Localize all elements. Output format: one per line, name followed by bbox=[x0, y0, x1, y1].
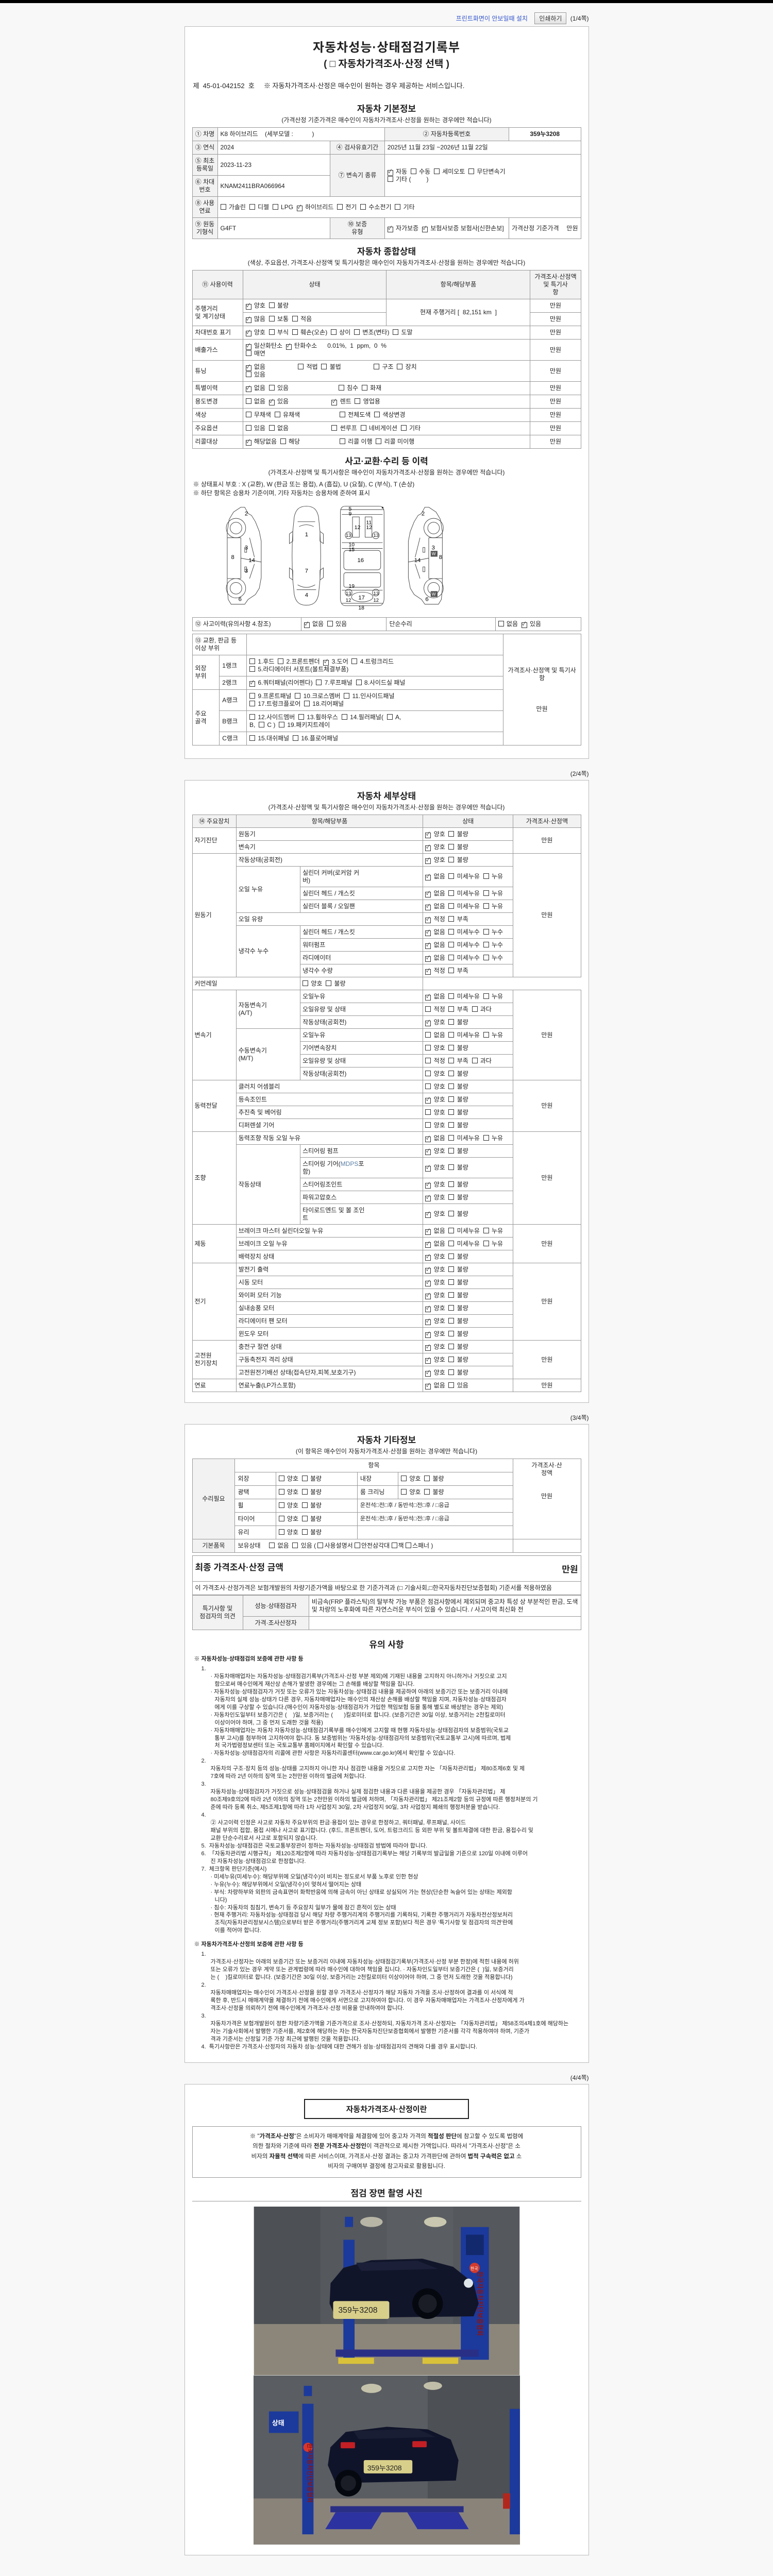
svg-text:4: 4 bbox=[305, 592, 308, 599]
svg-text:8: 8 bbox=[439, 554, 442, 561]
svg-text:16: 16 bbox=[357, 557, 364, 564]
svg-text:12: 12 bbox=[346, 597, 351, 603]
svg-text:359누3208: 359누3208 bbox=[367, 2464, 401, 2472]
svg-text:한국자동차진단보증협회: 한국자동차진단보증협회 bbox=[306, 2443, 313, 2503]
svg-text:13: 13 bbox=[346, 532, 351, 538]
svg-text:8: 8 bbox=[231, 554, 234, 561]
svg-text:2: 2 bbox=[245, 511, 248, 517]
svg-text:한국: 한국 bbox=[470, 2266, 478, 2271]
svg-text:W: W bbox=[432, 551, 436, 556]
svg-text:12: 12 bbox=[366, 525, 372, 531]
svg-text:3: 3 bbox=[245, 545, 248, 551]
svg-text:12: 12 bbox=[374, 597, 379, 603]
svg-text:359누3208: 359누3208 bbox=[338, 2306, 377, 2315]
svg-text:2: 2 bbox=[422, 511, 425, 517]
svg-text:6: 6 bbox=[425, 596, 428, 602]
svg-text:6: 6 bbox=[239, 596, 242, 602]
svg-text:3: 3 bbox=[245, 568, 248, 574]
svg-text:17: 17 bbox=[358, 595, 365, 601]
svg-text:13: 13 bbox=[374, 590, 379, 596]
svg-text:13: 13 bbox=[346, 590, 351, 596]
svg-text:9: 9 bbox=[349, 511, 352, 517]
svg-text:1: 1 bbox=[305, 532, 308, 538]
svg-text:14: 14 bbox=[414, 557, 421, 564]
svg-text:W: W bbox=[432, 591, 436, 597]
svg-text:15: 15 bbox=[349, 547, 355, 553]
svg-text:12: 12 bbox=[355, 525, 361, 531]
svg-text:3: 3 bbox=[432, 545, 435, 551]
svg-text:7: 7 bbox=[305, 568, 308, 574]
svg-text:13: 13 bbox=[374, 532, 379, 538]
svg-text:상태: 상태 bbox=[272, 2419, 284, 2427]
svg-text:19: 19 bbox=[349, 584, 355, 589]
svg-text:14: 14 bbox=[248, 557, 255, 564]
svg-text:18: 18 bbox=[358, 605, 364, 611]
